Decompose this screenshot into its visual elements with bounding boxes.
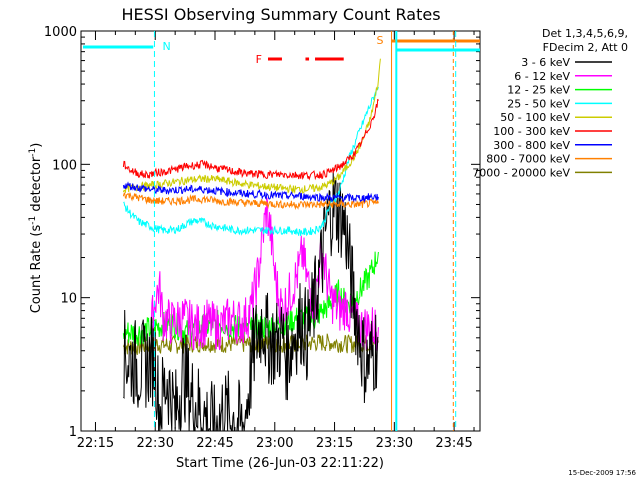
legend-label: 300 - 800 keV [493, 139, 570, 152]
legend-label: 3 - 6 keV [521, 56, 570, 69]
legend-header-line-1: Det 1,3,4,5,6,9, [542, 27, 628, 40]
legend-label: 12 - 25 keV [507, 84, 570, 97]
series-line [122, 181, 379, 204]
y-tick-label: 1000 [44, 25, 77, 40]
x-tick-label: 23:00 [256, 436, 293, 451]
legend-label: 25 - 50 keV [507, 97, 570, 110]
legend-label: 50 - 100 keV [500, 111, 570, 124]
series-line [122, 191, 379, 211]
x-tick-label: 22:15 [77, 436, 114, 451]
x-axis-label: Start Time (26-Jun-03 22:11:22) [176, 456, 384, 471]
legend-label: 6 - 12 keV [514, 70, 570, 83]
y-tick-label: 1 [69, 425, 77, 440]
series-line [123, 86, 379, 237]
x-tick-label: 22:45 [196, 436, 233, 451]
x-tick-label: 23:45 [435, 436, 472, 451]
series-line [122, 98, 379, 181]
x-tick-label: 23:15 [316, 436, 353, 451]
night-marker-label: N [162, 40, 170, 53]
legend-label: 7000 - 20000 keV [472, 166, 570, 179]
x-tick-label: 22:30 [137, 436, 174, 451]
saa-marker-label: S [377, 34, 384, 47]
footer-date: 15-Dec-2009 17:56 [568, 469, 636, 477]
chart-title: HESSI Observing Summary Count Rates [121, 5, 440, 24]
plot-frame [80, 30, 481, 432]
flare-marker-label: F [256, 53, 262, 66]
legend: Det 1,3,4,5,6,9, FDecim 2, Att 0 3 - 6 k… [472, 27, 628, 179]
series-line [122, 333, 379, 356]
legend-label: 800 - 7000 keV [486, 153, 570, 166]
x-tick-label: 23:30 [376, 436, 413, 451]
legend-label: 100 - 300 keV [493, 125, 570, 138]
y-tick-label: 10 [60, 292, 77, 307]
y-axis-label-exp1: -1 [28, 216, 38, 225]
series-line [150, 197, 379, 351]
series-line [123, 171, 379, 432]
legend-header-line-2: FDecim 2, Att 0 [543, 41, 628, 54]
plot-area: 1 10 100 1000 22:15 22:30 22:45 23:00 23:15 23:30… [44, 25, 481, 451]
y-axis-label-mid: detector [29, 156, 44, 216]
y-tick-label: 100 [52, 158, 77, 173]
series-line [122, 58, 381, 194]
y-axis-label-main: Count Rate (s [29, 225, 44, 314]
y-axis-label-end: ) [29, 143, 44, 148]
y-axis-label-exp2: -1 [28, 148, 38, 157]
y-axis-label: Count Rate (s-1 detector-1) [28, 143, 44, 314]
